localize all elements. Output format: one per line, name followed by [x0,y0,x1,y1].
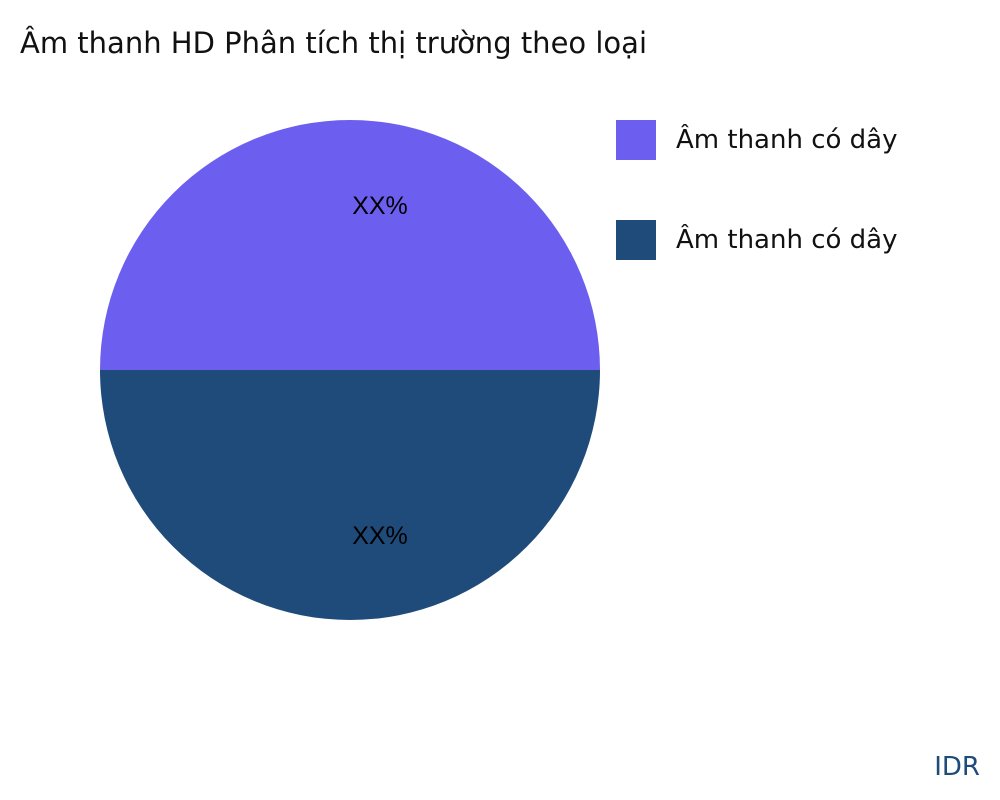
watermark-logo: IDR [934,752,980,782]
legend-label: Âm thanh có dây [676,225,898,255]
pie-slice [100,370,600,620]
legend-swatch [616,120,656,160]
legend-item: Âm thanh có dây [616,120,898,160]
legend-item: Âm thanh có dây [616,220,898,260]
slice-label: XX% [352,522,408,550]
legend-label: Âm thanh có dây [676,125,898,155]
chart-title: Âm thanh HD Phân tích thị trường theo lo… [20,26,647,60]
slice-label: XX% [352,192,408,220]
pie-slice [100,120,600,370]
legend-swatch [616,220,656,260]
